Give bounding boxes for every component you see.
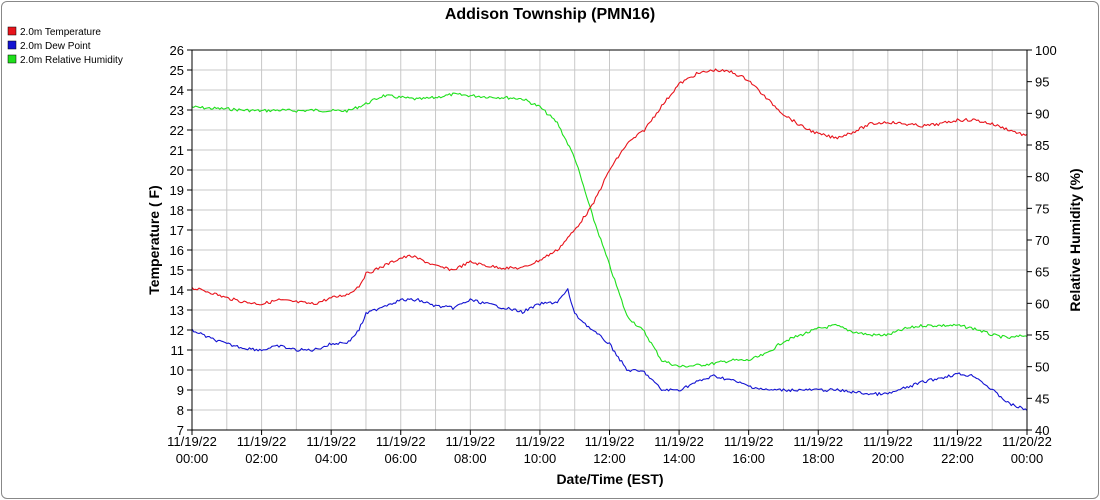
y2-axis-ticks: 40 45 50 55 60 65 70 75 80 85 90 95 100 — [1027, 43, 1057, 438]
series-layer — [191, 68, 1028, 411]
y-tick-label: 7 — [177, 423, 184, 438]
x-tick-date: 11/19/22 — [376, 434, 426, 449]
x-tick-date: 11/19/22 — [515, 434, 565, 449]
x-tick-date: 11/19/22 — [863, 434, 913, 449]
y-tick-label: 23 — [170, 103, 184, 118]
series-line-2-0m-relative-humidity — [191, 92, 1028, 368]
legend-swatch — [7, 54, 17, 64]
legend: 2.0m Temperature 2.0m Dew Point 2.0m Relat… — [7, 26, 123, 66]
y-tick-label: 17 — [170, 223, 184, 238]
y2-tick-label: 65 — [1035, 265, 1049, 280]
y-tick-label: 15 — [170, 263, 184, 278]
x-tick-time: 18:00 — [802, 451, 835, 466]
y-tick-label: 8 — [177, 403, 184, 418]
x-tick-date: 11/19/22 — [654, 434, 704, 449]
y-tick-label: 22 — [170, 123, 184, 138]
x-tick-time: 02:00 — [245, 451, 278, 466]
x-tick-date: 11/20/22 — [1002, 434, 1052, 449]
y-tick-label: 18 — [170, 203, 184, 218]
y2-tick-label: 50 — [1035, 360, 1049, 375]
y-tick-label: 13 — [170, 303, 184, 318]
y2-tick-label: 40 — [1035, 423, 1049, 438]
y2-tick-label: 90 — [1035, 106, 1049, 121]
legend-label: 2.0m Dew Point — [20, 41, 91, 52]
y-tick-label: 24 — [170, 83, 184, 98]
x-tick-time: 04:00 — [315, 451, 348, 466]
y2-tick-label: 45 — [1035, 391, 1049, 406]
y-tick-label: 20 — [170, 163, 184, 178]
y-tick-label: 25 — [170, 63, 184, 78]
y-tick-label: 21 — [170, 143, 184, 158]
y2-tick-label: 100 — [1035, 43, 1057, 58]
x-tick-time: 12:00 — [593, 451, 626, 466]
x-tick-date: 11/19/22 — [724, 434, 774, 449]
x-tick-time: 22:00 — [941, 451, 974, 466]
x-tick-date: 11/19/22 — [933, 434, 983, 449]
x-tick-date: 11/19/22 — [306, 434, 356, 449]
x-tick-time: 00:00 — [1011, 451, 1044, 466]
x-tick-time: 16:00 — [732, 451, 765, 466]
x-tick-time: 08:00 — [454, 451, 487, 466]
y-tick-label: 26 — [170, 43, 184, 58]
y2-tick-label: 55 — [1035, 328, 1049, 343]
x-axis-label: Date/Time (EST) — [556, 471, 663, 487]
x-tick-time: 06:00 — [384, 451, 417, 466]
x-tick-date: 11/19/22 — [585, 434, 635, 449]
y2-tick-label: 85 — [1035, 138, 1049, 153]
x-tick-time: 14:00 — [663, 451, 696, 466]
x-tick-date: 11/19/22 — [793, 434, 843, 449]
y2-tick-label: 70 — [1035, 233, 1049, 248]
y-tick-label: 11 — [171, 343, 185, 358]
x-tick-time: 10:00 — [524, 451, 557, 466]
grid — [191, 49, 1028, 431]
legend-swatch — [7, 40, 17, 50]
y-tick-label: 10 — [170, 363, 184, 378]
y2-tick-label: 80 — [1035, 170, 1049, 185]
series-line-2-0m-temperature — [191, 68, 1028, 306]
y-axis-ticks: 7 8 9 10 11 12 13 14 15 16 17 18 19 20 21 22 23 24 25 26 — [170, 43, 192, 438]
y2-tick-label: 75 — [1035, 201, 1049, 216]
y-tick-label: 12 — [170, 323, 184, 338]
x-tick-time: 00:00 — [176, 451, 209, 466]
legend-label: 2.0m Relative Humidity — [20, 55, 123, 66]
y-axis-label: Temperature ( F) — [146, 185, 162, 294]
chart-title: Addison Township (PMN16) — [445, 6, 655, 23]
x-tick-date: 11/19/22 — [446, 434, 496, 449]
y-tick-label: 14 — [170, 283, 184, 298]
y2-tick-label: 95 — [1035, 75, 1049, 90]
y-tick-label: 16 — [170, 243, 184, 258]
y2-axis-label: Relative Humidity (%) — [1067, 168, 1083, 311]
legend-swatch — [7, 26, 17, 36]
y-tick-label: 9 — [177, 383, 184, 398]
x-tick-date: 11/19/22 — [167, 434, 217, 449]
legend-label: 2.0m Temperature — [20, 27, 101, 38]
x-tick-time: 20:00 — [872, 451, 905, 466]
series-line-2-0m-dew-point — [191, 288, 1028, 411]
x-axis-ticks: 11/19/22 00:00 11/19/22 02:00 11/19/22 04:00 1… — [167, 430, 1052, 466]
y2-tick-label: 60 — [1035, 296, 1049, 311]
y-tick-label: 19 — [170, 183, 184, 198]
x-tick-date: 11/19/22 — [237, 434, 287, 449]
